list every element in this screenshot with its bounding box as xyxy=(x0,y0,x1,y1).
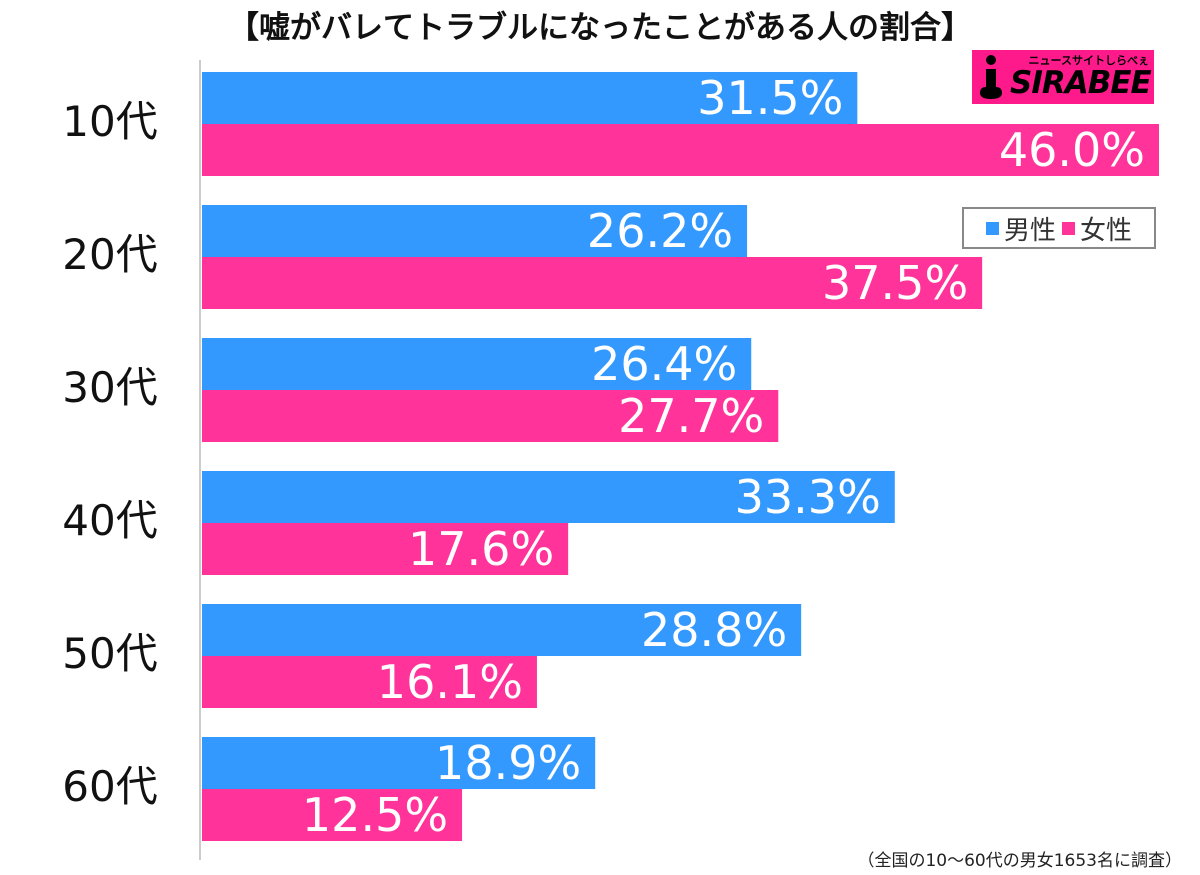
data-label: 37.5% xyxy=(822,256,968,310)
chart-title: 【嘘がバレてトラブルになったことがある人の割合】 xyxy=(228,10,972,46)
logo-i-icon xyxy=(980,55,1002,99)
data-label: 28.8% xyxy=(641,603,787,657)
data-label: 46.0% xyxy=(999,123,1145,177)
legend-swatch-female xyxy=(1062,221,1075,235)
category-label: 40代 xyxy=(62,496,157,545)
legend: 男性 女性 xyxy=(962,207,1156,249)
logo-name: SIRABEE xyxy=(1010,65,1152,101)
data-label: 16.1% xyxy=(377,655,523,709)
sirabee-logo: ニュースサイトしらべぇ SIRABEE xyxy=(972,50,1154,104)
bars-group: 31.5% 46.0% 26.2% 37.5% 26.4%27.7% 33.3% 17.6%… xyxy=(202,71,1159,842)
bar-male xyxy=(202,471,895,523)
bar-male xyxy=(202,72,858,124)
legend-item-female: 女性 xyxy=(1062,210,1132,247)
bar-male xyxy=(202,737,596,789)
legend-item-male: 男性 xyxy=(985,210,1056,247)
category-label: 10代 xyxy=(62,97,157,146)
logo-tagline: ニュースサイトしらべぇ xyxy=(1028,54,1149,67)
bar-female xyxy=(202,789,463,841)
data-label: 18.9% xyxy=(435,736,581,790)
bar-female xyxy=(202,124,1159,176)
bar-female xyxy=(202,257,983,309)
bar-male xyxy=(202,604,802,656)
bar-female xyxy=(202,523,569,575)
data-label: 27.7% xyxy=(618,389,764,443)
data-label: 26.4% xyxy=(591,337,737,391)
data-label: 33.3% xyxy=(735,470,881,524)
data-label: 12.5% xyxy=(302,788,448,842)
bar-male xyxy=(202,338,752,390)
category-label: 60代 xyxy=(62,762,157,811)
category-label: 30代 xyxy=(62,363,157,412)
legend-label-female: 女性 xyxy=(1080,215,1133,246)
category-label: 20代 xyxy=(62,230,157,279)
legend-swatch-male xyxy=(985,221,999,235)
bar-female xyxy=(202,390,779,442)
data-label: 17.6% xyxy=(408,522,554,576)
footnote: （全国の10〜60代の男女1653名に調査） xyxy=(857,851,1182,871)
data-label: 26.2% xyxy=(587,204,733,258)
data-label: 31.5% xyxy=(697,71,843,125)
bar-female xyxy=(202,656,537,708)
bar-male xyxy=(202,205,748,257)
legend-label-male: 男性 xyxy=(1003,215,1056,246)
category-label: 50代 xyxy=(62,629,157,678)
